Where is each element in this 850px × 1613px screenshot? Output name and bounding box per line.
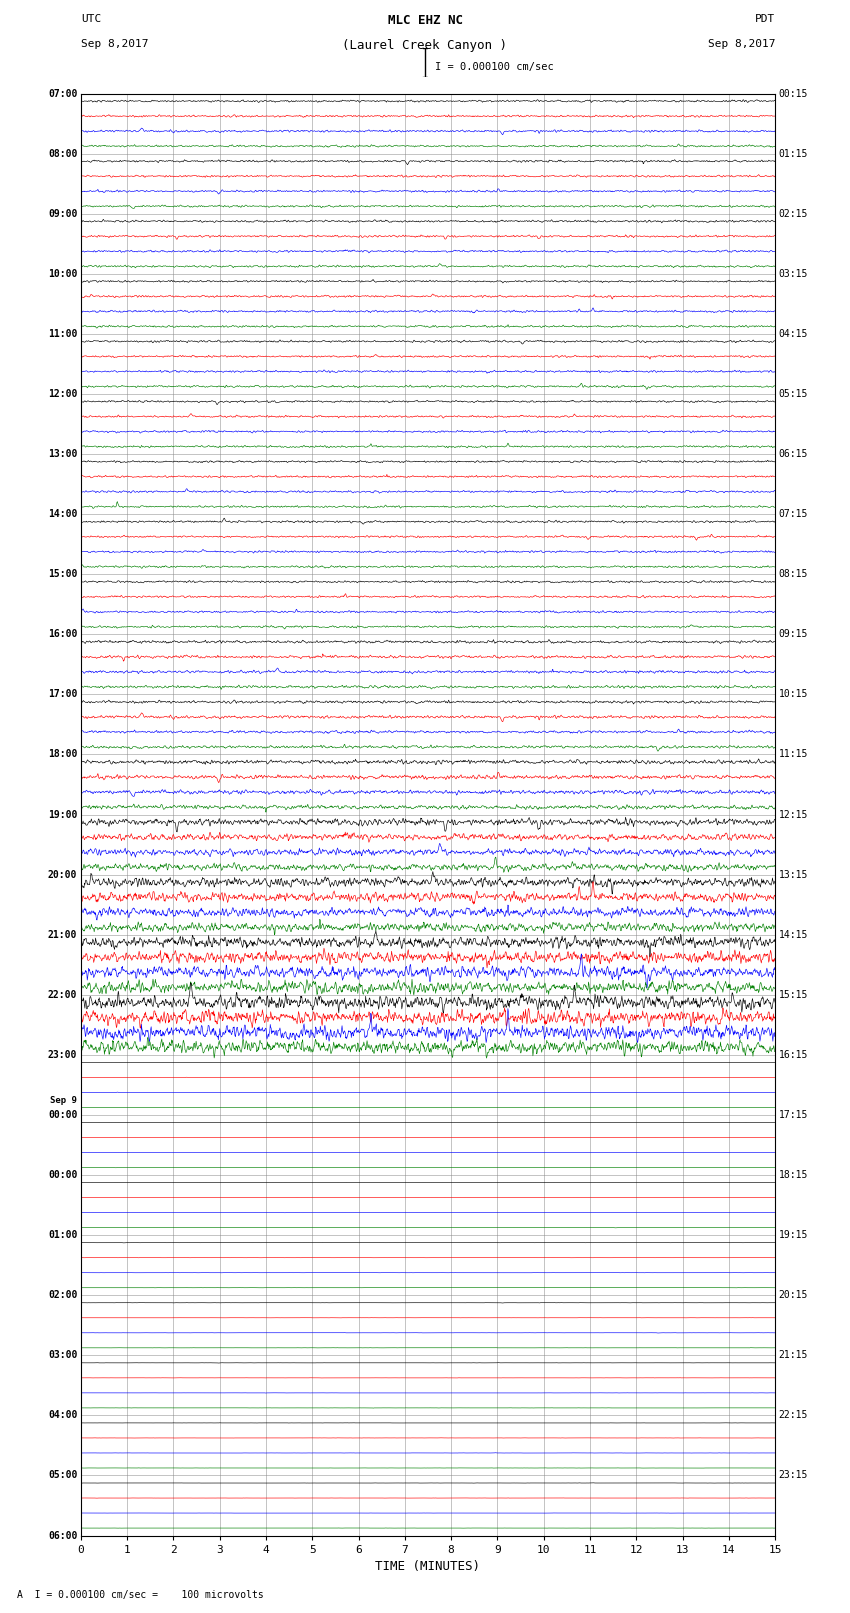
Text: 01:15: 01:15 bbox=[779, 148, 808, 158]
Text: 11:15: 11:15 bbox=[779, 750, 808, 760]
Text: 02:00: 02:00 bbox=[48, 1290, 77, 1300]
Text: 14:00: 14:00 bbox=[48, 510, 77, 519]
Text: 05:00: 05:00 bbox=[48, 1471, 77, 1481]
Text: Sep 9: Sep 9 bbox=[50, 1095, 77, 1105]
Text: 09:00: 09:00 bbox=[48, 208, 77, 219]
Text: 19:15: 19:15 bbox=[779, 1231, 808, 1240]
Text: 16:15: 16:15 bbox=[779, 1050, 808, 1060]
Text: Sep 8,2017: Sep 8,2017 bbox=[708, 39, 775, 50]
Text: 08:00: 08:00 bbox=[48, 148, 77, 158]
Text: 14:15: 14:15 bbox=[779, 929, 808, 940]
Text: 03:00: 03:00 bbox=[48, 1350, 77, 1360]
Text: (Laurel Creek Canyon ): (Laurel Creek Canyon ) bbox=[343, 39, 507, 52]
Text: 06:00: 06:00 bbox=[48, 1531, 77, 1540]
Text: 04:00: 04:00 bbox=[48, 1410, 77, 1421]
Text: 07:15: 07:15 bbox=[779, 510, 808, 519]
Text: 22:15: 22:15 bbox=[779, 1410, 808, 1421]
Text: 22:00: 22:00 bbox=[48, 990, 77, 1000]
Text: 00:15: 00:15 bbox=[779, 89, 808, 98]
Text: 18:15: 18:15 bbox=[779, 1169, 808, 1181]
Text: 10:15: 10:15 bbox=[779, 689, 808, 700]
Text: 10:00: 10:00 bbox=[48, 269, 77, 279]
Text: MLC EHZ NC: MLC EHZ NC bbox=[388, 15, 462, 27]
Text: 23:15: 23:15 bbox=[779, 1471, 808, 1481]
Text: 12:15: 12:15 bbox=[779, 810, 808, 819]
Text: 04:15: 04:15 bbox=[779, 329, 808, 339]
Text: 06:15: 06:15 bbox=[779, 448, 808, 460]
Text: UTC: UTC bbox=[81, 15, 101, 24]
Text: PDT: PDT bbox=[755, 15, 775, 24]
Text: 13:00: 13:00 bbox=[48, 448, 77, 460]
Text: 08:15: 08:15 bbox=[779, 569, 808, 579]
Text: 11:00: 11:00 bbox=[48, 329, 77, 339]
Text: 15:15: 15:15 bbox=[779, 990, 808, 1000]
Text: 13:15: 13:15 bbox=[779, 869, 808, 879]
Text: 17:15: 17:15 bbox=[779, 1110, 808, 1119]
Text: 16:00: 16:00 bbox=[48, 629, 77, 639]
Text: 15:00: 15:00 bbox=[48, 569, 77, 579]
Text: 00:00: 00:00 bbox=[48, 1169, 77, 1181]
Text: 07:00: 07:00 bbox=[48, 89, 77, 98]
Text: 03:15: 03:15 bbox=[779, 269, 808, 279]
Text: 12:00: 12:00 bbox=[48, 389, 77, 398]
Text: 17:00: 17:00 bbox=[48, 689, 77, 700]
Text: 18:00: 18:00 bbox=[48, 750, 77, 760]
Text: Sep 8,2017: Sep 8,2017 bbox=[81, 39, 148, 50]
Text: 20:15: 20:15 bbox=[779, 1290, 808, 1300]
Text: A  I = 0.000100 cm/sec =    100 microvolts: A I = 0.000100 cm/sec = 100 microvolts bbox=[17, 1590, 264, 1600]
Text: 21:15: 21:15 bbox=[779, 1350, 808, 1360]
Text: 01:00: 01:00 bbox=[48, 1231, 77, 1240]
Text: 20:00: 20:00 bbox=[48, 869, 77, 879]
Text: 19:00: 19:00 bbox=[48, 810, 77, 819]
Text: I = 0.000100 cm/sec: I = 0.000100 cm/sec bbox=[435, 63, 554, 73]
Text: 05:15: 05:15 bbox=[779, 389, 808, 398]
Text: 02:15: 02:15 bbox=[779, 208, 808, 219]
Text: 21:00: 21:00 bbox=[48, 929, 77, 940]
Text: 00:00: 00:00 bbox=[48, 1110, 77, 1119]
X-axis label: TIME (MINUTES): TIME (MINUTES) bbox=[376, 1560, 480, 1573]
Text: 23:00: 23:00 bbox=[48, 1050, 77, 1060]
Text: 09:15: 09:15 bbox=[779, 629, 808, 639]
